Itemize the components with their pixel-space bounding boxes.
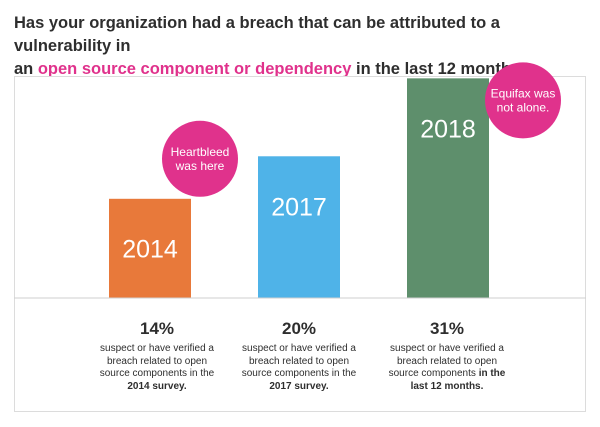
annotation-circle (485, 62, 561, 139)
stat-bold-text: in the last 12 months. (410, 368, 506, 392)
stat-text: suspect or have verified a breach relate… (241, 343, 357, 379)
annotation-text: was here (175, 159, 225, 173)
chart-title: Has your organization had a breach that … (14, 12, 586, 81)
bars-layer: 2014 2017 2018 (109, 78, 489, 298)
bar-label-2017: 2017 (271, 193, 327, 221)
stat-percent: 31% (429, 319, 465, 338)
bar-2014 (109, 198, 191, 298)
stat-bold-text: 2017 survey. (269, 380, 329, 392)
title-line-2-prefix: an (14, 60, 38, 78)
bar-2017 (258, 156, 340, 298)
title-line-2-suffix: in the last 12 months? (351, 60, 531, 78)
stat-description: suspect or have verified a breach relate… (234, 343, 364, 393)
bar-2018 (407, 78, 489, 298)
annotation-text: Heartbleed (171, 145, 230, 159)
stat-description: suspect or have verified a breach relate… (92, 343, 222, 393)
stat-text: suspect or have verified a breach relate… (388, 343, 504, 379)
stat-2017: 20% suspect or have verified a breach re… (234, 318, 364, 393)
stat-bold-text: 2014 survey. (127, 380, 187, 392)
stat-2014: 14% suspect or have verified a breach re… (92, 318, 222, 393)
stat-2018: 31% suspect or have verified a breach re… (382, 318, 512, 393)
title-line-1: Has your organization had a breach that … (14, 14, 500, 55)
annotation-text: not alone. (497, 100, 550, 114)
title-accent-phrase: open source component or dependency (37, 60, 352, 78)
stat-percent: 20% (281, 319, 317, 338)
stat-description: suspect or have verified a breach relate… (382, 343, 512, 393)
annotation-circle (162, 120, 238, 197)
stat-text: suspect or have verified a breach relate… (99, 343, 215, 379)
bar-label-2018: 2018 (420, 115, 476, 143)
bar-label-2014: 2014 (122, 235, 178, 263)
annotation-text: Equifax was (491, 86, 556, 100)
stat-percent: 14% (139, 319, 175, 338)
